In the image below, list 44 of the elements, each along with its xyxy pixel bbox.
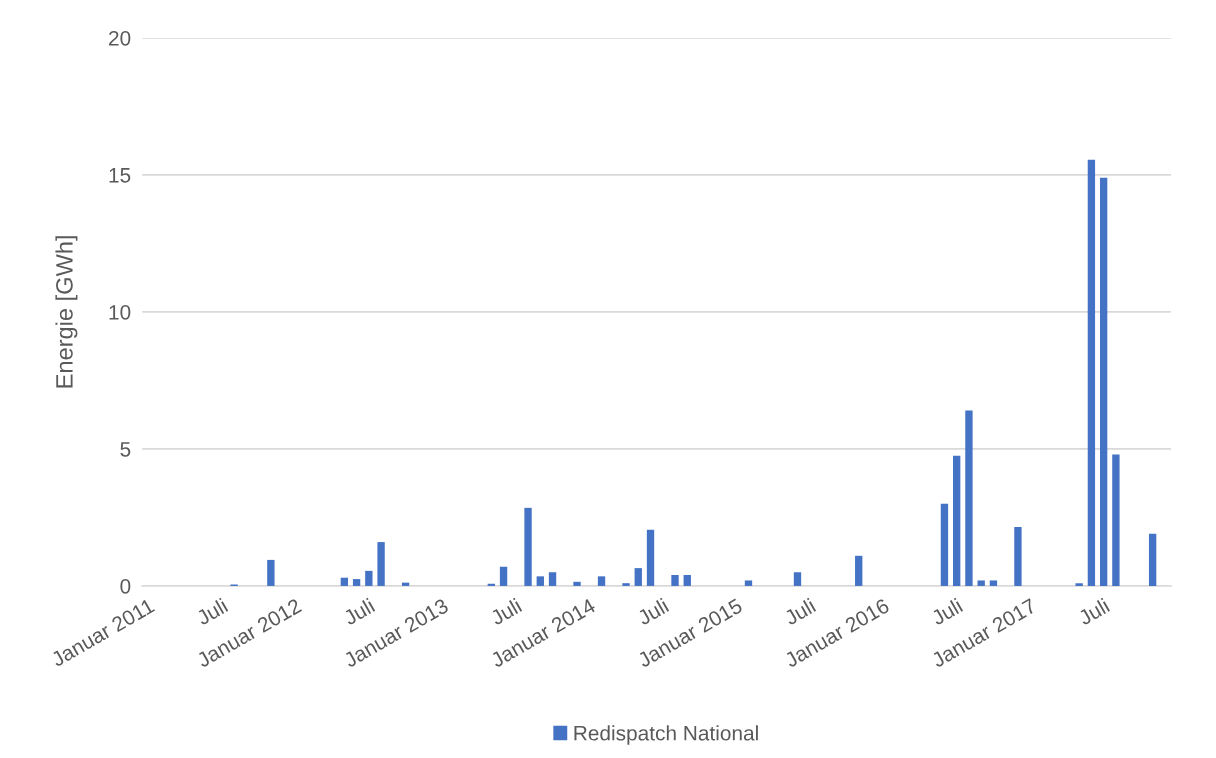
bar xyxy=(634,568,642,586)
bar xyxy=(499,566,508,586)
bar xyxy=(1112,454,1120,586)
bar xyxy=(855,555,863,586)
bar xyxy=(953,455,961,586)
bar xyxy=(622,583,630,586)
bar xyxy=(1099,177,1108,586)
bar xyxy=(1014,527,1022,586)
x-tick-label: Juli xyxy=(342,597,376,626)
bar xyxy=(536,576,544,586)
bar xyxy=(1075,583,1083,586)
bar xyxy=(989,580,998,586)
legend-label: Redispatch National xyxy=(574,725,758,745)
y-tick-label: 15 xyxy=(109,168,131,183)
bar xyxy=(977,580,985,586)
y-axis-title: Energie [GWh] xyxy=(55,236,78,388)
bar xyxy=(1087,159,1096,586)
bar xyxy=(573,581,581,586)
x-tick-label: Juli xyxy=(929,597,964,626)
bar xyxy=(377,542,385,586)
x-tick-label: Juli xyxy=(195,597,229,626)
x-tick-label: Juli xyxy=(489,597,523,626)
x-tick-label: Juli xyxy=(782,597,817,626)
bar xyxy=(548,572,557,586)
bar xyxy=(340,577,349,586)
bar xyxy=(267,559,275,586)
x-tick-label: Juli xyxy=(1076,597,1111,626)
bar xyxy=(365,570,373,586)
bar xyxy=(744,580,753,586)
bar xyxy=(524,507,532,586)
y-tick-label: 10 xyxy=(109,304,131,320)
y-tick-label: 20 xyxy=(109,30,131,46)
bar xyxy=(671,574,679,586)
bar xyxy=(965,410,973,586)
y-tick-label: 5 xyxy=(120,442,131,457)
bar xyxy=(940,503,949,586)
y-tick-label: 0 xyxy=(120,578,131,594)
bar xyxy=(793,572,802,586)
bar xyxy=(597,576,606,586)
bar xyxy=(1148,533,1157,586)
x-tick-label: Juli xyxy=(635,597,670,626)
bar xyxy=(683,574,691,586)
bar xyxy=(352,579,361,586)
bar xyxy=(646,529,655,586)
